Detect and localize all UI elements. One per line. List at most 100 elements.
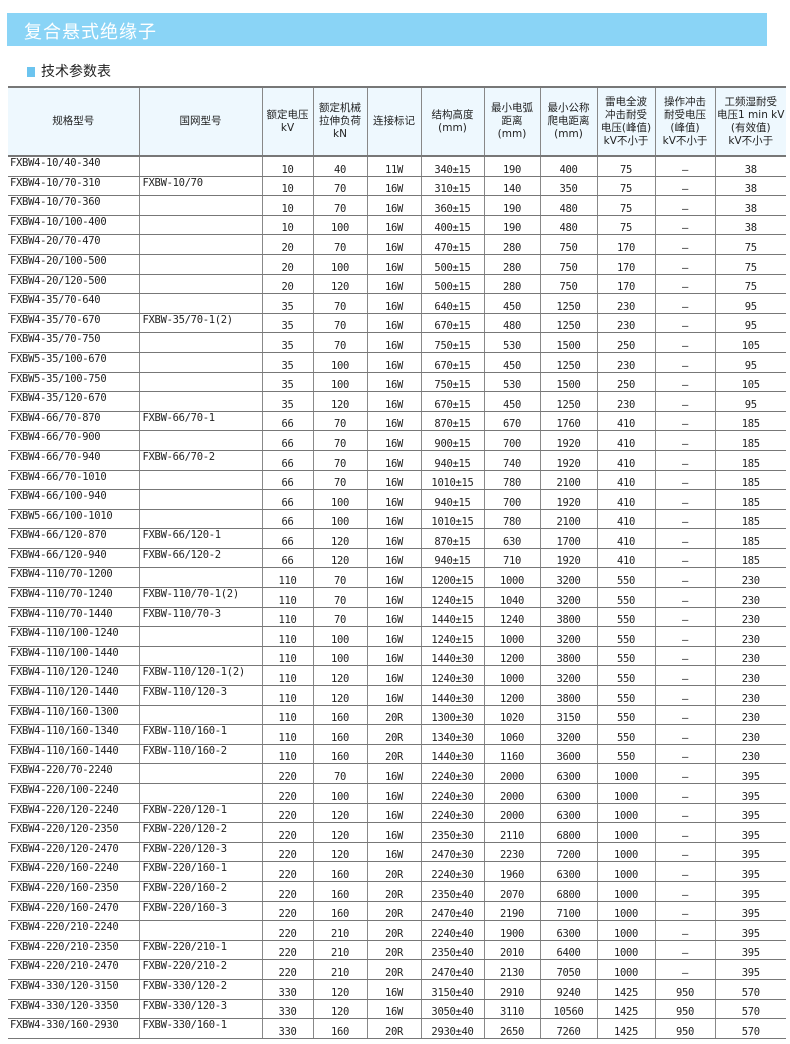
table-cell: 340±15 <box>420 156 484 177</box>
table-cell: 1000 <box>483 665 540 687</box>
table-cell: FXBW-330/120-2 <box>138 979 262 1000</box>
table-cell: 395 <box>714 861 786 882</box>
table-cell: FXBW4-10/40-340 <box>8 156 139 177</box>
table-row: FXBW4-330/120-3350 FXBW-330/120-3 330 120 16… <box>8 999 786 1020</box>
table-cell: 750 <box>539 274 597 295</box>
table-cell: 1010±15 <box>420 509 484 530</box>
table-cell: 6800 <box>539 881 597 902</box>
table-cell: 530 <box>483 332 540 353</box>
table-cell: 1700 <box>539 528 597 549</box>
table-cell: FXBW-110/70-1(2) <box>138 587 262 608</box>
table-cell: 2240±40 <box>420 920 484 941</box>
table-cell: 395 <box>714 822 786 843</box>
table-cell: 20 <box>261 254 313 275</box>
table-cell: 1760 <box>539 411 597 432</box>
table-cell: FXBW4-20/70-470 <box>8 234 139 255</box>
table-cell: 110 <box>261 646 313 667</box>
table-cell: — <box>654 391 715 412</box>
table-cell: 20R <box>366 940 421 961</box>
column-header: 结构高度 (mm) <box>420 86 484 157</box>
table-cell: 3200 <box>539 587 597 608</box>
table-cell: — <box>654 881 715 902</box>
table-cell: 120 <box>312 391 367 412</box>
table-cell: 750 <box>539 234 597 255</box>
table-cell: 100 <box>312 254 367 275</box>
table-cell: FXBW-10/70 <box>138 176 262 197</box>
table-cell: — <box>654 430 715 451</box>
table-cell: 70 <box>312 313 367 334</box>
table-cell: FXBW4-10/70-360 <box>8 195 139 216</box>
table-cell: 550 <box>596 626 655 647</box>
table-cell: 1500 <box>539 332 597 353</box>
table-cell: 1440±30 <box>420 646 484 667</box>
table-cell: 1240 <box>483 607 540 628</box>
column-header: 连接标记 <box>366 86 421 157</box>
table-cell: 1200 <box>483 685 540 706</box>
table-cell: — <box>654 156 715 177</box>
table-cell: 35 <box>261 372 313 393</box>
table-cell: FXBW4-66/70-1010 <box>8 470 139 491</box>
table-cell: 38 <box>714 156 786 177</box>
table-cell: 230 <box>596 313 655 334</box>
table-cell: FXBW4-110/120-1440 <box>8 685 139 706</box>
table-cell: 16W <box>366 999 421 1020</box>
table-cell: 110 <box>261 626 313 647</box>
table-cell: FXBW-220/120-2 <box>138 822 262 843</box>
column-header: 规格型号 <box>8 86 139 157</box>
table-cell: 16W <box>366 450 421 471</box>
table-cell: 3800 <box>539 685 597 706</box>
table-cell: 2910 <box>483 979 540 1000</box>
table-cell: 2240±30 <box>420 783 484 804</box>
table-cell: 66 <box>261 548 313 569</box>
table-row: FXBW4-110/160-1340 FXBW-110/160-1 110 160 20… <box>8 724 786 745</box>
table-cell: 220 <box>261 783 313 804</box>
table-cell: FXBW-66/120-2 <box>138 548 262 569</box>
table-cell: 6800 <box>539 822 597 843</box>
table-cell: 1500 <box>539 372 597 393</box>
table-cell: FXBW5-35/100-670 <box>8 352 139 373</box>
table-cell: 2470±30 <box>420 842 484 863</box>
table-cell: 16W <box>366 587 421 608</box>
table-cell: — <box>654 940 715 961</box>
table-cell: 16W <box>366 646 421 667</box>
table-cell: — <box>654 665 715 687</box>
table-cell: 2100 <box>539 509 597 530</box>
table-cell: 710 <box>483 548 540 569</box>
table-cell: 110 <box>261 685 313 706</box>
table-cell: 35 <box>261 313 313 334</box>
table-header-row: 规格型号 国网型号 额定电压 kV 额定机械 拉伸负荷 kN 连接标记 结构高度 (mm)… <box>8 86 786 157</box>
table-cell: 120 <box>312 528 367 549</box>
table-row: FXBW4-330/160-2930 FXBW-330/160-1 330 160 20… <box>8 1018 786 1039</box>
table-cell: — <box>654 920 715 941</box>
table-cell: 70 <box>312 293 367 314</box>
table-cell: 170 <box>596 274 655 295</box>
table-cell: 2470±40 <box>420 901 484 922</box>
table-cell: 160 <box>312 881 367 902</box>
table-cell: 395 <box>714 803 786 824</box>
table-cell: 70 <box>312 763 367 784</box>
table-cell: 1000 <box>483 626 540 647</box>
table-cell: 10 <box>261 215 313 236</box>
table-cell: 110 <box>261 587 313 608</box>
table-cell: FXBW-110/160-2 <box>138 744 262 765</box>
table-cell: 330 <box>261 979 313 1000</box>
table-cell: — <box>654 803 715 824</box>
table-row: FXBW4-10/70-360 10 70 16W 360±15 190 480 75—38 <box>8 195 786 216</box>
table-cell: 1425 <box>596 979 655 1000</box>
table-cell: 110 <box>261 607 313 628</box>
table-cell: 1160 <box>483 744 540 765</box>
table-cell: 220 <box>261 940 313 961</box>
table-cell: — <box>654 861 715 882</box>
table-cell <box>138 567 262 589</box>
table-cell: — <box>654 489 715 510</box>
table-cell: 140 <box>483 176 540 197</box>
table-cell: 66 <box>261 528 313 549</box>
table-cell: 66 <box>261 509 313 530</box>
table-cell: — <box>654 842 715 863</box>
table-cell: 410 <box>596 489 655 510</box>
table-cell: 1000 <box>596 842 655 863</box>
table-cell: — <box>654 646 715 667</box>
table-cell: 120 <box>312 548 367 569</box>
table-row: FXBW5-35/100-750 35 100 16W 750±15 530 1500 250… <box>8 372 786 393</box>
table-cell: — <box>654 313 715 334</box>
